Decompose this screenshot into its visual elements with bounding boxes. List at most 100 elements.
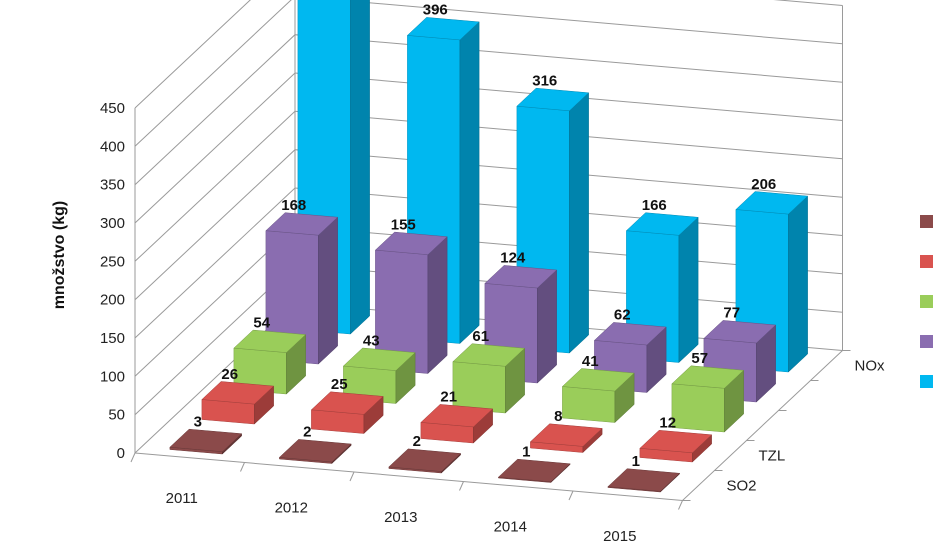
bar-top [169, 428, 243, 452]
bar-top [516, 87, 590, 112]
x-tick-label: 2012 [275, 499, 308, 516]
data-label: 57 [691, 350, 708, 367]
depth-tick-label: NOx [855, 358, 886, 375]
x-tick-label: 2013 [384, 509, 417, 526]
x-tick-label: 2011 [166, 490, 198, 507]
bar-top [671, 365, 745, 389]
bar-side [350, 0, 370, 335]
y-axis-label: množstvo (kg) [51, 201, 68, 309]
y-tick-label: 200 [100, 292, 125, 309]
data-label: 168 [281, 197, 306, 214]
bar-top [310, 391, 384, 415]
bar-side [678, 216, 699, 364]
y-tick-label: 450 [100, 100, 125, 117]
bar-top [625, 212, 699, 236]
data-label: 12 [659, 415, 676, 432]
bar [497, 458, 571, 484]
bar [639, 430, 713, 463]
data-label: 43 [363, 332, 380, 349]
x-tick [678, 500, 683, 510]
bar [388, 448, 462, 474]
bar-top [388, 448, 462, 472]
y-tick-label: 350 [100, 177, 125, 194]
bar-top [561, 368, 635, 392]
bar-top [278, 439, 352, 463]
legend-swatch [920, 255, 933, 268]
legend-swatch [920, 335, 933, 348]
bar [310, 391, 384, 435]
data-label: 61 [472, 328, 489, 345]
y-tick-label: 150 [100, 330, 125, 347]
x-tick [240, 462, 245, 472]
bar-front [562, 386, 616, 423]
y-tick-label: 0 [117, 445, 125, 462]
data-label: 155 [391, 216, 416, 233]
data-label: 1 [522, 443, 530, 460]
bar-top [201, 381, 275, 405]
x-tick [568, 490, 574, 501]
bar [529, 423, 603, 454]
depth-tick-label: TZL [759, 448, 786, 465]
data-label: 26 [221, 366, 238, 383]
y-tick-label: 300 [100, 215, 125, 232]
bar-top [497, 458, 571, 483]
data-label: 2 [303, 424, 311, 441]
bar-top [529, 423, 603, 447]
x-tick [349, 471, 355, 482]
data-label: 316 [532, 72, 557, 89]
data-label: 1 [632, 453, 640, 470]
bar-top [233, 329, 307, 353]
data-label: 25 [331, 376, 348, 393]
data-label: 8 [554, 408, 562, 425]
bar-top [703, 320, 777, 344]
bar [374, 231, 448, 375]
bar-front [671, 383, 725, 433]
y-tick-label: 100 [100, 368, 125, 385]
bar [278, 439, 352, 465]
bar [671, 365, 745, 433]
bar [561, 368, 635, 424]
bar-side [427, 236, 448, 375]
y-tick-label: 400 [100, 138, 125, 155]
bar [607, 468, 681, 493]
bar-top [342, 347, 416, 371]
bar-side [537, 269, 557, 384]
bar [452, 343, 526, 414]
data-label: 3 [194, 413, 202, 430]
bar-side [788, 195, 808, 373]
legend-swatch [920, 215, 933, 228]
data-label: 41 [582, 353, 599, 370]
data-label: 54 [253, 314, 270, 331]
bar-side [459, 21, 480, 345]
gridline [134, 0, 843, 147]
x-tick [130, 452, 136, 463]
data-label: 62 [614, 307, 631, 324]
bar [169, 428, 243, 455]
data-label: 396 [423, 2, 448, 19]
legend-swatch [920, 295, 933, 308]
x-tick-label: 2015 [603, 528, 636, 545]
bar-top [593, 322, 667, 346]
bar-top [265, 212, 339, 236]
x-tick [459, 481, 464, 491]
data-label: 124 [500, 250, 526, 267]
bar-top [607, 468, 681, 492]
data-label: 77 [723, 305, 740, 322]
bar-top [735, 191, 809, 215]
x-tick-label: 2014 [494, 518, 527, 535]
data-label: 166 [642, 197, 667, 214]
y-tick-label: 250 [100, 253, 125, 270]
gridline [134, 0, 843, 109]
bar [265, 212, 339, 365]
chart-axes [130, 350, 851, 510]
bar-top [406, 17, 480, 41]
data-label: 2 [413, 433, 421, 450]
bar [233, 329, 307, 395]
bar-front [452, 361, 506, 414]
bar-top [374, 231, 448, 255]
legend-swatch [920, 375, 933, 388]
bar-side [569, 92, 589, 354]
bar [420, 404, 494, 444]
depth-tick-label: SO2 [727, 478, 757, 495]
